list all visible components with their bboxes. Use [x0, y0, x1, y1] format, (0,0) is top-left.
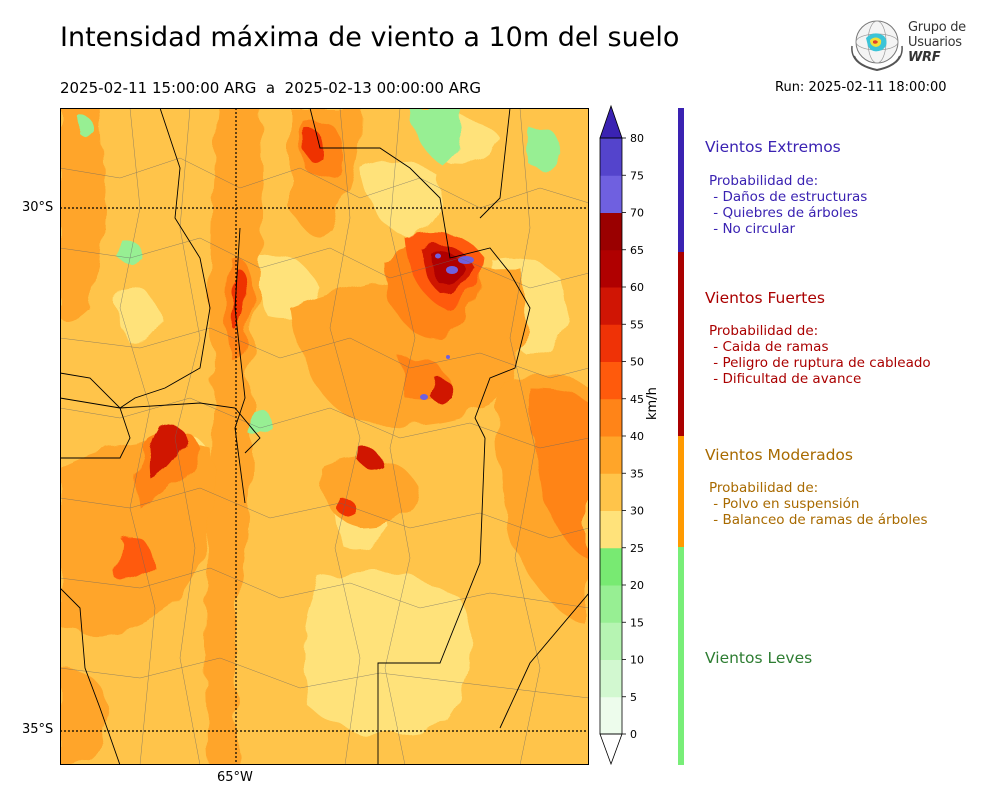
colorbar-segment: [600, 585, 622, 623]
colorbar-tick-label: 50: [630, 356, 644, 369]
colorbar-tick-label: 10: [630, 654, 644, 667]
colorbar-tick-label: 25: [630, 542, 644, 555]
colorbar-segment: [600, 249, 622, 288]
logo-text-usuarios: Usuarios: [908, 35, 962, 50]
colorbar-segment: [600, 696, 622, 735]
map-frame: [60, 108, 589, 765]
colorbar: 0 5 10 15 20 25 30 35 40 45 50 55 60 65 70 75 80: [599, 104, 644, 766]
category-description: Probabilidad de: - Polvo en suspensión -…: [709, 480, 928, 528]
category-color-bar: [678, 436, 684, 547]
colorbar-segment: [600, 175, 622, 213]
category-description: Probabilidad de: - Daños de estructuras …: [709, 173, 868, 237]
logo-text-grupo: Grupo de: [908, 20, 966, 35]
colorbar-tick-label: 30: [630, 505, 644, 518]
colorbar-tick-label: 35: [630, 467, 644, 480]
colorbar-unit-label: km/h: [645, 387, 660, 420]
category-title: Vientos Extremos: [705, 138, 841, 156]
colorbar-tick-label: 70: [630, 207, 644, 220]
logo-text-wrf: WRF: [908, 50, 941, 65]
lat-label-35s: 35°S: [22, 722, 54, 737]
colorbar-tick-label: 45: [630, 393, 644, 406]
lat-label-30s: 30°S: [22, 200, 54, 215]
graticule: [60, 108, 589, 765]
lon-label-65w: 65°W: [217, 770, 253, 785]
colorbar-segment: [600, 398, 622, 437]
colorbar-segment: [600, 138, 622, 176]
colorbar-segment: [600, 287, 622, 325]
globe-logo-icon: [851, 20, 903, 72]
colorbar-segment: [600, 212, 622, 251]
colorbar-segment: [600, 473, 622, 511]
category-description: Probabilidad de: - Caida de ramas - Peli…: [709, 323, 931, 387]
category-color-bar: [678, 547, 684, 765]
colorbar-tick-label: 65: [630, 244, 644, 257]
colorbar-tick-label: 0: [630, 728, 637, 741]
colorbar-segment: [600, 622, 622, 660]
colorbar-tick-label: 55: [630, 318, 644, 331]
colorbar-tick-label: 80: [630, 132, 644, 145]
colorbar-segment: [600, 361, 622, 400]
colorbar-tick-label: 75: [630, 169, 644, 182]
run-timestamp: Run: 2025-02-11 18:00:00: [775, 80, 947, 95]
colorbar-extend-min: [599, 733, 623, 766]
colorbar-tick-label: 15: [630, 616, 644, 629]
colorbar-tick-label: 60: [630, 281, 644, 294]
wind-intensity-map: [60, 108, 589, 765]
category-color-bar: [678, 252, 684, 436]
extreme-wind-spots: [420, 253, 474, 400]
colorbar-segment: [600, 436, 622, 474]
grupo-usuarios-wrf-logo: Grupo de Usuarios WRF: [848, 16, 970, 72]
category-title: Vientos Moderados: [705, 446, 853, 464]
category-color-bar: [678, 108, 684, 252]
colorbar-tick-label: 40: [630, 430, 644, 443]
colorbar-extend-max: [599, 104, 623, 139]
category-title: Vientos Fuertes: [705, 289, 825, 307]
category-title: Vientos Leves: [705, 649, 813, 667]
chart-title: Intensidad máxima de viento a 10m del su…: [60, 22, 680, 53]
colorbar-tick-label: 5: [630, 691, 637, 704]
colorbar-tick-label: 20: [630, 579, 644, 592]
colorbar-segment: [600, 324, 622, 362]
colorbar-segment: [600, 547, 622, 586]
colorbar-segment: [600, 510, 622, 549]
forecast-period: 2025-02-11 15:00:00 ARG a 2025-02-13 00:…: [60, 79, 482, 97]
province-borders: [60, 108, 589, 765]
colorbar-segment: [600, 659, 622, 698]
